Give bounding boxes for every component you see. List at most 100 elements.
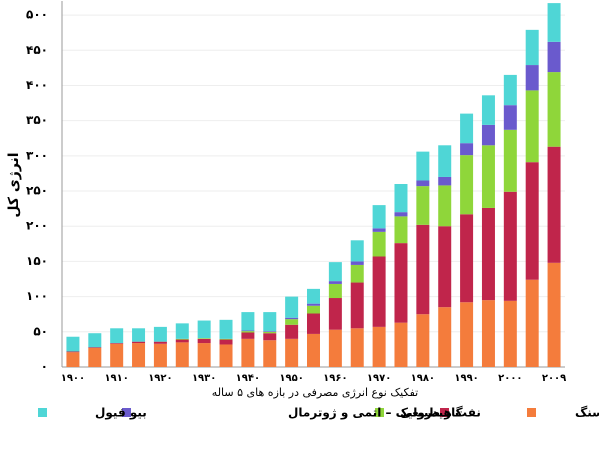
x-tick-label: ۱۹۵۰ — [279, 373, 303, 384]
bar-segment — [132, 343, 146, 367]
bar-segment — [372, 228, 386, 232]
y-tick-label: ۵۰۰ — [26, 8, 48, 22]
bar-segment — [416, 314, 430, 367]
x-tick-label: ۲۰۰۹ — [542, 373, 566, 384]
bar-segment — [175, 342, 189, 367]
bar-segment — [263, 333, 277, 341]
bar-segment — [525, 162, 539, 280]
bar-segment — [481, 124, 495, 146]
bar-segment — [394, 212, 408, 217]
bar-segment — [438, 185, 452, 227]
bar-segment — [481, 207, 495, 301]
bar-segment — [328, 262, 342, 282]
y-axis-label: انرژی کل — [6, 152, 22, 217]
bar-segment — [241, 332, 255, 339]
bar-segment — [241, 331, 255, 333]
legend-swatch — [122, 408, 131, 417]
bar-segment — [525, 279, 539, 367]
bar-segment — [307, 305, 320, 314]
bar-segment — [394, 322, 408, 367]
bar-segment — [525, 65, 539, 91]
x-axis-label: تفکیک نوع انرژی مصرفی در بازه های ۵ ساله — [212, 386, 418, 399]
bar-segment — [66, 351, 80, 353]
bar-segment — [219, 344, 233, 367]
bar-segment — [307, 313, 320, 334]
bar-segment — [350, 264, 364, 283]
bar-segment — [328, 281, 342, 284]
bar-segment — [350, 328, 364, 367]
legend-swatch — [375, 408, 384, 417]
x-tick-label: ۱۹۱۰ — [104, 373, 128, 384]
bar-segment — [66, 352, 80, 367]
bar-segment — [438, 307, 452, 367]
bar-segment — [350, 261, 364, 265]
bar-segment — [372, 205, 386, 229]
bar-segment — [416, 180, 430, 187]
bar-segment — [372, 326, 386, 367]
bar-segment — [416, 151, 430, 181]
bar-segment — [132, 328, 146, 342]
bar-segment — [394, 243, 408, 323]
bar-segment — [438, 226, 452, 308]
bar-segment — [219, 339, 233, 345]
bar-segment — [241, 338, 255, 367]
bar-segment — [88, 347, 102, 348]
bar-segment — [66, 336, 80, 352]
y-tick-label: ۱۵۰ — [26, 254, 48, 268]
bar-segment — [350, 282, 364, 329]
bar-segment — [88, 347, 102, 367]
bar-segment — [394, 184, 408, 213]
bar-segment — [503, 191, 517, 301]
bar-segment — [219, 338, 233, 340]
bar-segment — [350, 240, 364, 262]
bar-segment — [547, 41, 561, 73]
bar-segment — [285, 319, 299, 325]
y-tick-label: ۲۵۰ — [26, 184, 48, 198]
x-tick-label: ۱۹۰۰ — [61, 373, 85, 384]
legend-label: زغال سنگ — [575, 406, 599, 420]
bar-segment — [481, 145, 495, 208]
bar-segment — [481, 95, 495, 125]
x-tick-label: ۲۰۰۰ — [498, 373, 522, 384]
bar-segment — [175, 323, 189, 339]
bar-segment — [241, 312, 255, 331]
y-tick-label: ۵۰ — [33, 324, 48, 338]
x-tick-label: ۱۹۹۰ — [454, 373, 478, 384]
bar-segment — [110, 343, 124, 344]
legend-label: بیو فیول — [95, 406, 147, 421]
y-tick-label: ۳۰۰ — [26, 148, 48, 162]
bar-segment — [285, 338, 299, 367]
bar-segment — [460, 143, 474, 156]
bar-segment — [328, 283, 342, 299]
bar-segment — [197, 338, 211, 344]
bar-segment — [438, 176, 452, 186]
bar-segment — [153, 326, 167, 342]
bar-segment — [88, 333, 102, 348]
bar-segment — [525, 29, 539, 66]
bar-segment — [503, 129, 517, 192]
x-tick-label: ۱۹۶۰ — [323, 373, 347, 384]
bar-segment — [197, 338, 211, 339]
bar-segment — [547, 72, 561, 147]
bar-segment — [110, 328, 124, 344]
bar-segment — [525, 90, 539, 163]
bar-segment — [416, 186, 430, 225]
bar-segment — [394, 216, 408, 244]
y-tick-label: ۲۰۰ — [26, 219, 48, 233]
bar-segment — [372, 256, 386, 327]
bar-segment — [307, 333, 320, 367]
x-tick-label: ۱۹۲۰ — [148, 373, 172, 384]
bar-segment — [372, 231, 386, 257]
bar-segment — [328, 298, 342, 330]
legend-label: گاز طبیعی — [400, 406, 463, 420]
bar-segment — [547, 3, 561, 42]
y-tick-label: ۰ — [41, 360, 48, 374]
bar-segment — [175, 339, 189, 343]
bar-segment — [481, 300, 495, 367]
bar-segment — [153, 341, 167, 344]
legend-label: هیدرولیک – اتمی و ژوترمال — [288, 406, 452, 421]
bar-segment — [547, 146, 561, 263]
bar-segment — [219, 319, 233, 339]
bar-segment — [438, 145, 452, 177]
